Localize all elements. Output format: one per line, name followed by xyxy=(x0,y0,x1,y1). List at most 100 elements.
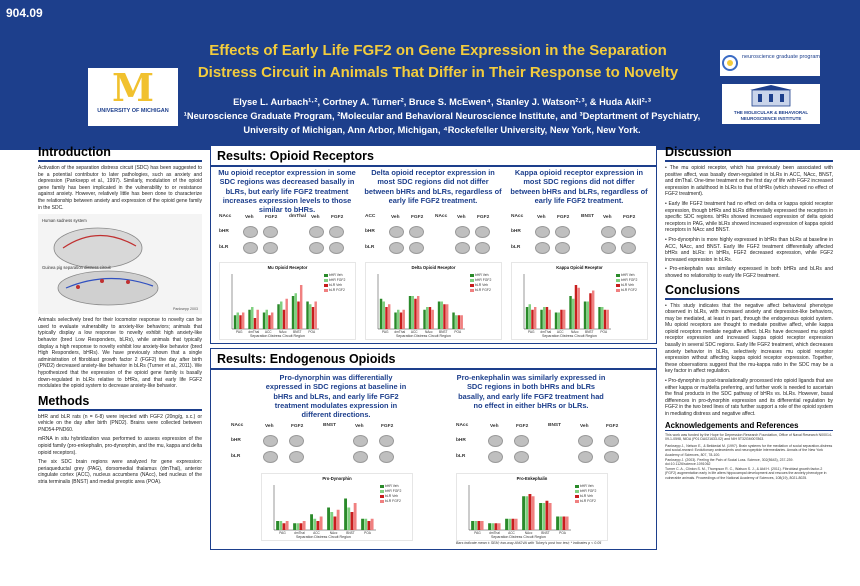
legend-blr-veh: bLR Veh xyxy=(380,494,398,498)
grid-col-veh: Veh xyxy=(355,424,364,429)
bar xyxy=(560,309,563,329)
grid-col-fgf2: FGF2 xyxy=(411,215,424,220)
bar xyxy=(251,307,254,329)
pro-enkephalin-summary: Pro-enkephalin was similarly expressed i… xyxy=(456,373,606,410)
legend-blr-fgf2: bLR FGF2 xyxy=(575,499,596,503)
brain-section xyxy=(243,242,258,254)
x-axis-label: Separation Distress Circuit Region xyxy=(250,334,305,338)
bar xyxy=(402,309,405,329)
brain-section xyxy=(309,226,324,238)
bar xyxy=(437,301,441,329)
bar xyxy=(562,516,566,530)
bar xyxy=(319,516,323,530)
brain-section xyxy=(263,226,278,238)
chart-title: Pro-Dynorphin xyxy=(322,476,352,481)
bar xyxy=(253,318,257,329)
bar xyxy=(525,307,529,329)
conclusions-text: • This study indicates that the negative… xyxy=(665,303,833,418)
x-tick-label: NAcc xyxy=(425,330,433,334)
x-tick-label: BNST xyxy=(293,330,302,334)
legend-blr-fgf2: bLR FGF2 xyxy=(616,288,637,292)
x-tick-label: BNST xyxy=(541,531,550,535)
bar xyxy=(508,518,512,530)
brain-section xyxy=(389,226,404,238)
left-column: Introduction Activation of the separatio… xyxy=(38,145,202,489)
bar xyxy=(528,494,532,530)
discussion-bullet-1: • The mu opioid receptor, which has prev… xyxy=(665,165,833,198)
x-tick-label: ACC xyxy=(411,330,418,334)
brain-section xyxy=(289,435,304,447)
bar xyxy=(505,518,508,530)
grid-row-bhr: bHR xyxy=(511,229,521,234)
pro-dynorphin-summary: Pro-dynorphin was differentially express… xyxy=(265,373,407,420)
brain-section xyxy=(578,435,593,447)
brain-section xyxy=(455,242,470,254)
pro-enkephalin-bars: PAG dmThal ACC NAcc BNST POA xyxy=(468,485,571,535)
pro-enkephalin-brain-grid: NAcc BNST Veh FGF2 Veh FGF2 bHR bLR xyxy=(456,423,636,467)
results-endogenous-opioids-box: Results: Endogenous Opioids Pro-dynorphi… xyxy=(210,348,657,550)
brain-section xyxy=(514,451,529,463)
grid-col-fgf2: FGF2 xyxy=(477,215,490,220)
chart-axes xyxy=(231,274,319,330)
poster-header: 904.09 M UNIVERSITY OF MICHIGAN Effects … xyxy=(0,0,860,150)
brain-section xyxy=(578,451,593,463)
x-tick-label: NAcc xyxy=(279,330,287,334)
legend-blr-veh: bLR Veh xyxy=(616,283,634,287)
bar xyxy=(361,518,364,530)
bar xyxy=(606,309,609,329)
x-tick-label: PAG xyxy=(236,330,243,334)
grid-col-fgf2: FGF2 xyxy=(557,215,570,220)
x-tick-label: NAcc xyxy=(525,531,533,535)
x-tick-label: ACC xyxy=(508,531,515,535)
bar xyxy=(543,307,546,329)
right-column: Discussion • The mu opioid receptor, whi… xyxy=(665,145,833,481)
ngp-swirl-icon xyxy=(722,55,738,71)
delta-receptor-brain-grid: ACC NAcc Veh FGF2 Veh FGF2 bHR bLR xyxy=(365,214,500,258)
bar xyxy=(276,521,279,530)
chart-axes xyxy=(273,485,376,531)
grid-row-blr: bLR xyxy=(365,245,375,250)
discussion-bullet-4: • Pro-enkephalin was similarly expressed… xyxy=(665,266,833,279)
grid-col-fgf2: FGF2 xyxy=(381,424,394,429)
bar xyxy=(350,512,354,530)
brain-section xyxy=(488,435,503,447)
bar xyxy=(294,293,297,329)
x-tick-label: BNST xyxy=(346,531,355,535)
bar xyxy=(297,301,300,329)
brain-section xyxy=(475,226,490,238)
bar xyxy=(262,312,266,329)
bar xyxy=(577,287,580,329)
bar xyxy=(556,516,559,530)
reference-2: Panksepp J. (2003). Feeling the Pain of … xyxy=(665,457,794,467)
conclusions-heading: Conclusions xyxy=(665,283,833,300)
bar xyxy=(554,312,558,329)
bar xyxy=(494,523,498,530)
bar xyxy=(387,304,391,329)
grid-row-bhr: bHR xyxy=(231,438,241,443)
bar xyxy=(562,309,566,329)
kappa-receptor-chart: Kappa Opioid Receptor PAG dmThal ACC NAcc BN… xyxy=(511,262,648,340)
brain-section xyxy=(329,242,344,254)
chart-title: Kappa Opioid Receptor xyxy=(556,265,603,270)
brain-section xyxy=(263,435,278,447)
bar xyxy=(457,315,461,329)
brain-section xyxy=(243,226,258,238)
bar xyxy=(471,521,474,530)
x-tick-label: PAG xyxy=(528,330,535,334)
grid-col-fgf2: FGF2 xyxy=(291,424,304,429)
grid-region-2: BNST xyxy=(548,423,562,428)
bar xyxy=(296,523,300,530)
university-of-michigan-logo: M UNIVERSITY OF MICHIGAN xyxy=(88,68,178,126)
bar xyxy=(268,315,271,329)
introduction-paragraph-2: Animals selectively bred for their locom… xyxy=(38,317,202,390)
bar xyxy=(370,518,374,530)
grid-row-bhr: bHR xyxy=(219,229,229,234)
legend-bhr-veh: bHR Veh xyxy=(380,484,399,488)
bar xyxy=(408,296,412,329)
bar xyxy=(569,296,572,329)
bar xyxy=(316,521,320,530)
x-axis-label: Separation Distress Circuit Region xyxy=(491,535,546,539)
legend-bhr-fgf2: bHR FGF2 xyxy=(575,489,596,493)
grid-col-fgf2: FGF2 xyxy=(606,424,619,429)
bar xyxy=(280,301,283,329)
